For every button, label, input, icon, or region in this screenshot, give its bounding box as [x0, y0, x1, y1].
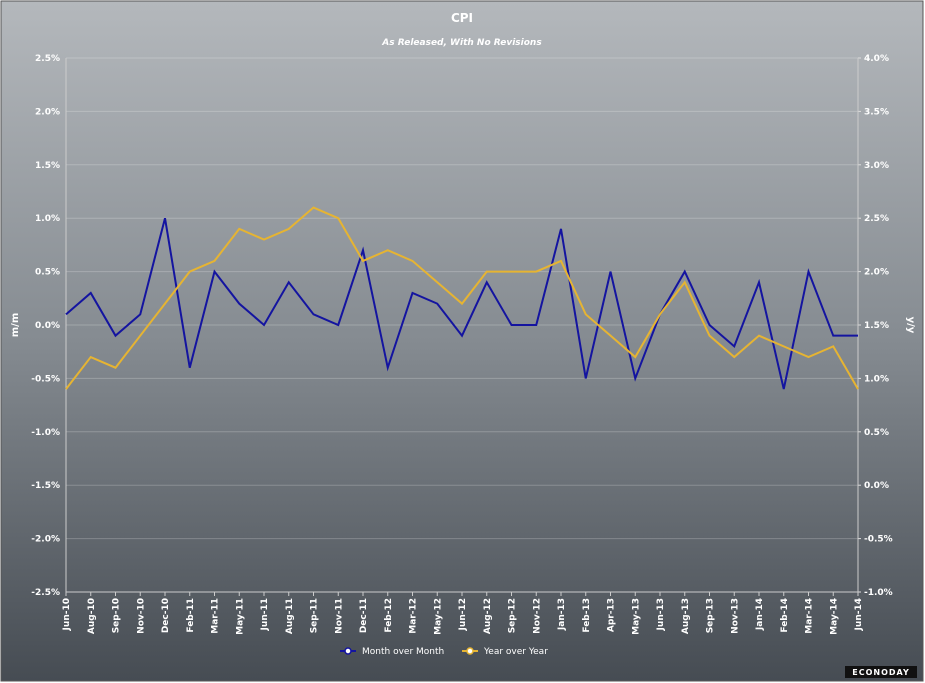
- x-tick-label: Nov-12: [532, 598, 542, 634]
- x-tick-label: Sep-11: [310, 598, 320, 633]
- x-tick-label: Jun-13: [656, 598, 666, 631]
- brand: ECONODAY: [852, 668, 910, 677]
- y-tick-label: 2.0%: [35, 107, 60, 117]
- x-tick-label: Feb-12: [384, 598, 394, 633]
- x-tick-label: Aug-11: [285, 598, 295, 634]
- y-tick-label: 2.5%: [35, 54, 60, 64]
- y-tick-label: -2.0%: [31, 535, 60, 545]
- x-tick-label: May-11: [235, 598, 245, 635]
- x-tick-label: Jan-14: [755, 598, 765, 631]
- x-tick-label: Mar-14: [805, 598, 815, 634]
- y-tick-label: -2.5%: [31, 588, 60, 598]
- y2-tick-label: 2.5%: [864, 214, 889, 224]
- chart-subtitle: As Released, With No Revisions: [381, 38, 542, 48]
- x-tick-label: Aug-10: [87, 598, 97, 634]
- y2-axis-label: y/y: [905, 317, 916, 334]
- x-tick-label: Dec-10: [161, 598, 171, 633]
- y-tick-label: 1.0%: [35, 214, 60, 224]
- y-tick-label: 0.0%: [35, 321, 60, 331]
- y-tick-label: 0.5%: [35, 268, 60, 278]
- x-tick-label: Aug-13: [681, 598, 691, 634]
- x-tick-label: Sep-10: [112, 598, 122, 633]
- line-series: [65, 206, 859, 390]
- chart-title: CPI: [451, 11, 473, 25]
- legend-label: Month over Month: [362, 647, 444, 657]
- y2-tick-label: 4.0%: [864, 54, 889, 64]
- y2-tick-label: 2.0%: [864, 268, 889, 278]
- line-series: [65, 217, 858, 390]
- x-tick-label: Dec-11: [359, 598, 369, 633]
- y2-tick-label: 3.0%: [864, 161, 889, 171]
- y2-tick-label: -0.5%: [864, 535, 893, 545]
- x-tick-label: Mar-12: [409, 598, 419, 634]
- legend-marker: [466, 647, 474, 655]
- x-tick-label: Mar-11: [211, 598, 221, 634]
- x-tick-label: Apr-13: [607, 598, 617, 632]
- x-tick-label: May-13: [631, 598, 641, 635]
- brand-badge: [845, 666, 917, 678]
- y2-tick-label: 0.5%: [864, 428, 889, 438]
- x-tick-label: May-14: [829, 598, 839, 635]
- x-tick-label: Jun-10: [62, 598, 72, 631]
- y2-tick-label: 1.5%: [864, 321, 889, 331]
- x-tick-label: Aug-12: [483, 598, 493, 634]
- y-tick-label: -1.5%: [31, 481, 60, 491]
- x-tick-label: Feb-14: [780, 598, 790, 633]
- x-tick-label: Sep-13: [706, 598, 716, 633]
- x-tick-label: Jan-13: [557, 598, 567, 631]
- x-tick-label: Jun-11: [260, 598, 270, 631]
- y-tick-label: -1.0%: [31, 428, 60, 438]
- x-tick-label: Nov-13: [730, 598, 740, 634]
- x-tick-label: Jun-12: [458, 598, 468, 631]
- y-tick-label: -0.5%: [31, 374, 60, 384]
- y-axis-label: m/m: [10, 313, 21, 338]
- x-tick-label: Sep-12: [508, 598, 518, 633]
- x-tick-label: Feb-11: [186, 598, 196, 633]
- x-tick-label: May-12: [433, 598, 443, 635]
- x-tick-label: Feb-13: [582, 598, 592, 633]
- legend-label: Year over Year: [483, 647, 548, 657]
- y2-tick-label: 3.5%: [864, 107, 889, 117]
- y2-tick-label: 0.0%: [864, 481, 889, 491]
- x-tick-label: Jun-14: [854, 598, 864, 631]
- x-tick-label: Nov-10: [136, 598, 146, 634]
- x-tick-label: Nov-11: [334, 598, 344, 634]
- legend-marker: [344, 647, 352, 655]
- y2-tick-label: -1.0%: [864, 588, 893, 598]
- y2-tick-label: 1.0%: [864, 374, 889, 384]
- y-tick-label: 1.5%: [35, 161, 60, 171]
